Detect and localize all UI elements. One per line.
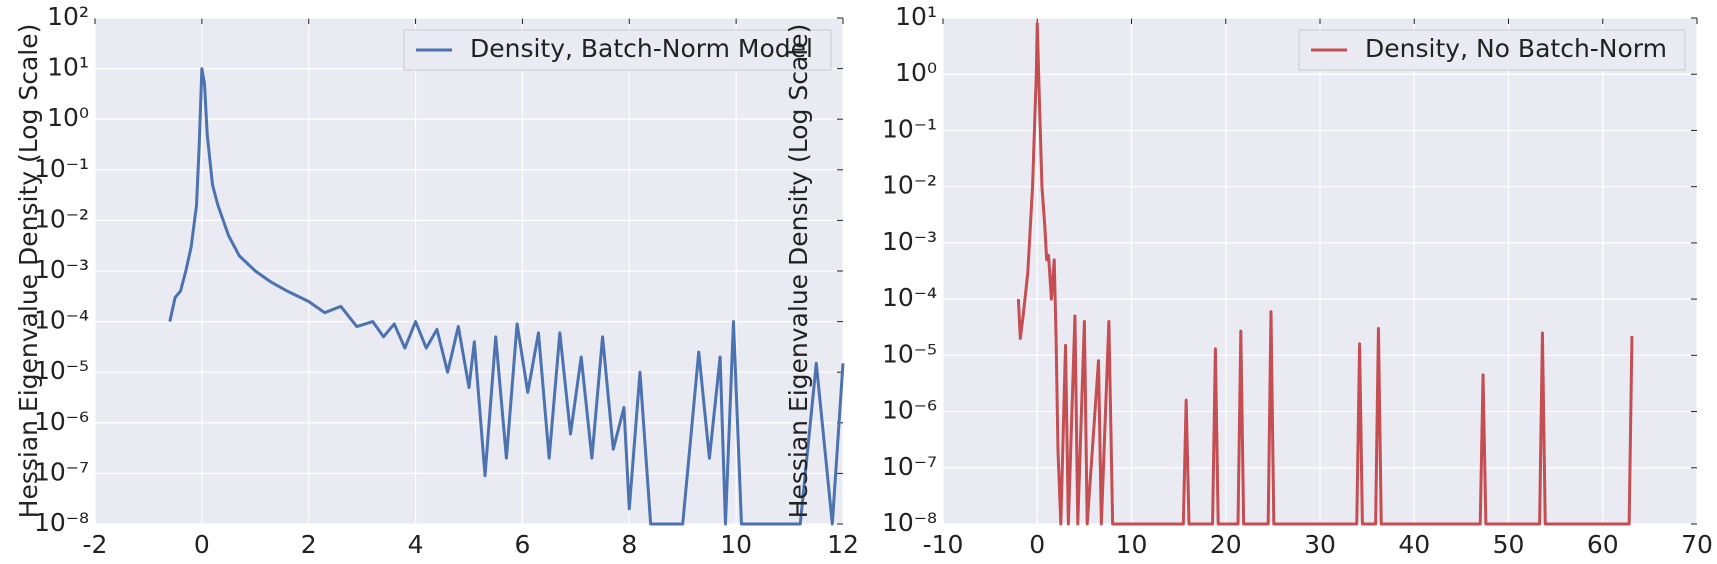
- legend-box: [403, 29, 832, 71]
- x-tick-label: 70: [1681, 530, 1713, 559]
- y-tick-label: 10¹: [47, 53, 89, 82]
- x-tick-label: 8: [621, 530, 637, 559]
- y-tick-label: 10⁰: [895, 58, 937, 87]
- y-tick-label: 10⁻⁵: [34, 356, 89, 385]
- line: [168, 67, 845, 526]
- y-tick-label: 10⁻⁵: [882, 339, 937, 368]
- x-tick-label: 10: [1116, 530, 1148, 559]
- x-tick-label: 30: [1304, 530, 1336, 559]
- legend-box: [1298, 29, 1686, 71]
- legend-label: Density, No Batch-Norm: [1365, 34, 1667, 63]
- x-tick-label: 6: [514, 530, 530, 559]
- y-tick-label: 10⁻²: [882, 171, 937, 200]
- x-tick-label: -2: [83, 530, 108, 559]
- y-tick-label: 10¹: [895, 2, 937, 31]
- y-tick-label: 10²: [47, 2, 89, 31]
- y-tick-label: 10⁻⁴: [882, 283, 937, 312]
- y-tick-label: 10⁻⁷: [34, 457, 89, 486]
- legend-label: Density, Batch-Norm Model: [470, 34, 813, 63]
- x-tick-label: 50: [1493, 530, 1525, 559]
- y-tick-label: 10⁻¹: [34, 154, 89, 183]
- x-tick-label: 2: [301, 530, 317, 559]
- y-axis-label: Hessian Eigenvalue Density (Log Scale): [784, 24, 813, 519]
- y-tick-label: 10⁻³: [882, 227, 937, 256]
- y-tick-label: 10⁻⁸: [34, 508, 89, 537]
- x-tick-label: -10: [923, 530, 964, 559]
- y-tick-label: 10⁻⁶: [34, 407, 89, 436]
- y-tick-label: 10⁻⁸: [882, 508, 937, 537]
- y-tick-label: 10⁻⁴: [34, 306, 89, 335]
- y-tick-label: 10⁻⁷: [882, 452, 937, 481]
- y-tick-label: 10⁻¹: [882, 114, 937, 143]
- x-tick-label: 40: [1398, 530, 1430, 559]
- y-tick-label: 10⁰: [47, 103, 89, 132]
- x-tick-label: 0: [194, 530, 210, 559]
- x-tick-label: 20: [1210, 530, 1242, 559]
- y-axis-label: Hessian Eigenvalue Density (Log Scale): [14, 24, 43, 519]
- x-tick-label: 4: [408, 530, 424, 559]
- y-tick-label: 10⁻³: [34, 255, 89, 284]
- y-tick-label: 10⁻²: [34, 204, 89, 233]
- x-tick-label: 0: [1029, 530, 1045, 559]
- x-tick-label: 12: [827, 530, 859, 559]
- x-tick-label: 60: [1587, 530, 1619, 559]
- y-tick-label: 10⁻⁶: [882, 396, 937, 425]
- line: [1016, 21, 1634, 526]
- x-tick-label: 10: [720, 530, 752, 559]
